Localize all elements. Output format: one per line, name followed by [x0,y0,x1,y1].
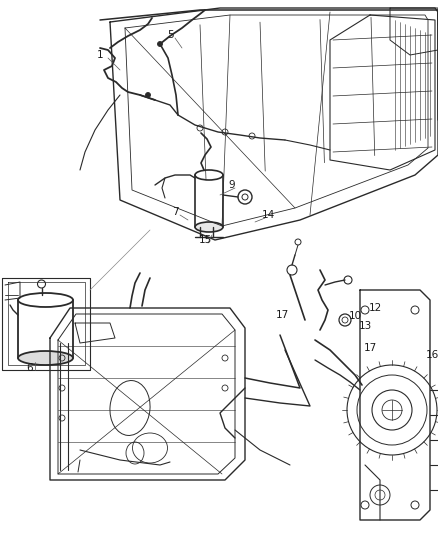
Text: 10: 10 [349,311,361,321]
Text: 12: 12 [368,303,381,313]
Text: 9: 9 [229,180,235,190]
Circle shape [145,93,151,98]
Circle shape [158,42,162,46]
Text: 5: 5 [167,30,173,40]
Ellipse shape [18,351,73,365]
Ellipse shape [195,222,223,232]
Text: 13: 13 [358,321,371,331]
Text: 17: 17 [364,343,377,353]
Text: 6: 6 [27,363,33,373]
Text: 17: 17 [276,310,289,320]
Text: 16: 16 [425,350,438,360]
Text: 15: 15 [198,235,212,245]
Text: 7: 7 [172,207,178,217]
Text: 14: 14 [261,210,275,220]
Text: 1: 1 [97,50,103,60]
